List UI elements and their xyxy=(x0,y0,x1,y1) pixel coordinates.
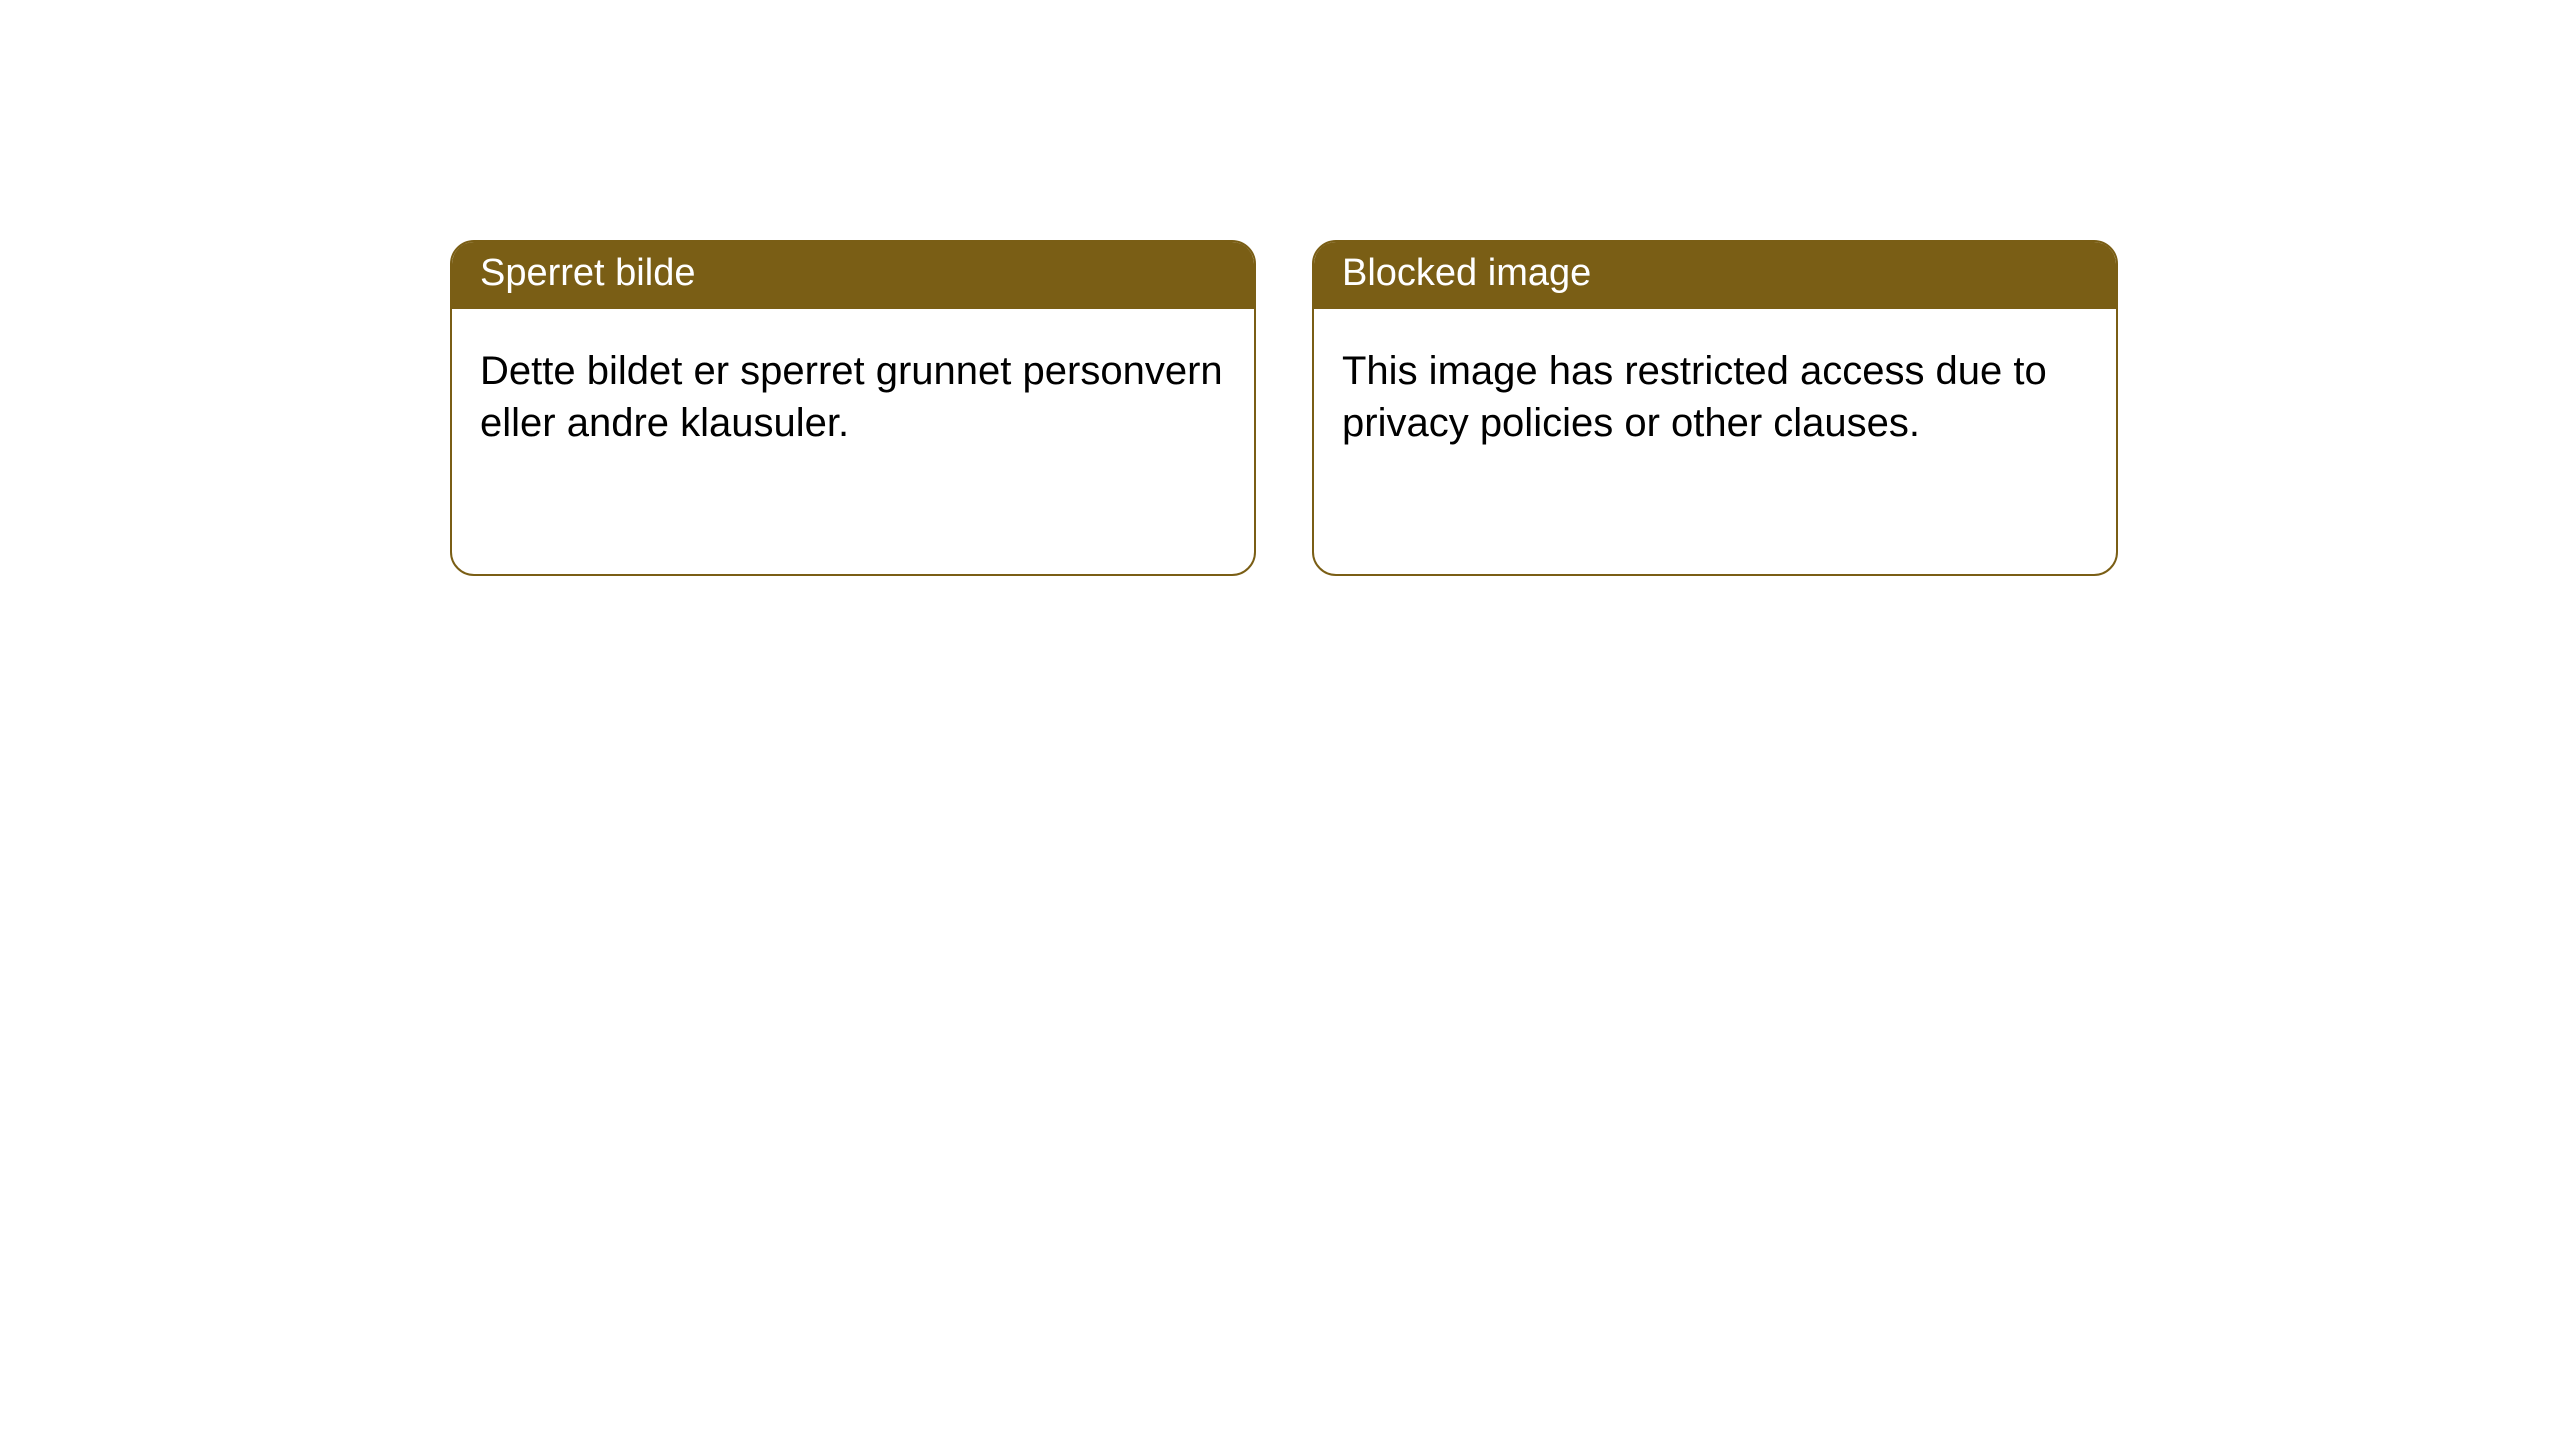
blocked-image-card-no: Sperret bilde Dette bildet er sperret gr… xyxy=(450,240,1256,576)
card-body-no: Dette bildet er sperret grunnet personve… xyxy=(452,309,1254,485)
notice-container: Sperret bilde Dette bildet er sperret gr… xyxy=(0,0,2560,576)
blocked-image-card-en: Blocked image This image has restricted … xyxy=(1312,240,2118,576)
card-header-en: Blocked image xyxy=(1314,242,2116,309)
card-header-no: Sperret bilde xyxy=(452,242,1254,309)
card-body-en: This image has restricted access due to … xyxy=(1314,309,2116,485)
